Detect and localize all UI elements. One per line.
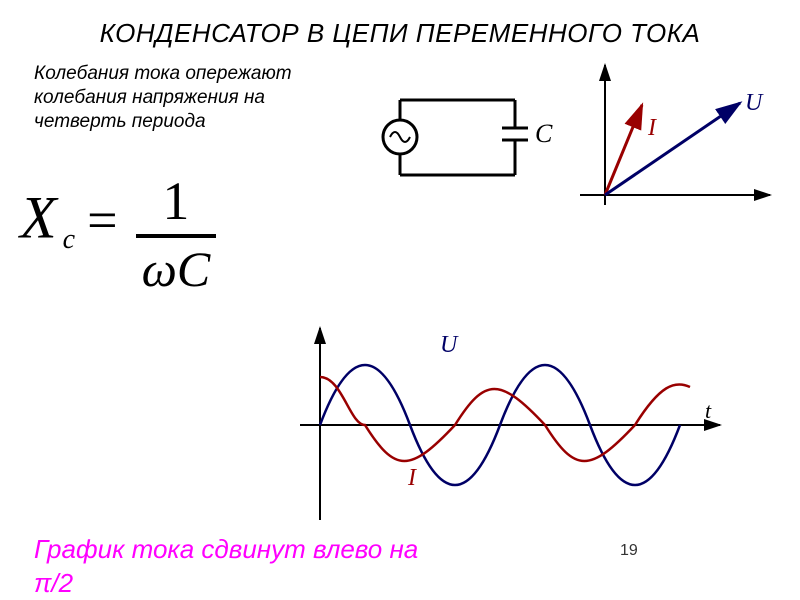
phasor-diagram: I U [570,55,780,225]
fraction: 1 ωC [136,170,217,298]
sine-u-label: U [440,332,459,358]
fraction-bar [136,234,217,238]
denominator: ωC [136,240,217,298]
bottom-text-2: π/2 [34,568,73,598]
page-number: 19 [620,542,638,560]
circuit-diagram: C [380,80,560,210]
title-text: КОНДЕНСАТОР В ЦЕПИ ПЕРЕМЕННОГО ТОКА [100,18,701,48]
equals-sign: = [87,190,117,250]
circuit-c-label: C [535,119,553,148]
sine-i-label: I [407,465,417,491]
numerator: 1 [136,170,217,232]
formula-sub-c: c [63,224,75,255]
bottom-note-line1: График тока сдвинут влево на [34,534,418,565]
bottom-text-1: График тока сдвинут влево на [34,534,418,564]
formula-x: X [20,185,57,251]
sine-chart: U I t [290,320,730,530]
slide-subtitle: Колебания тока опережают колебания напря… [34,62,354,133]
omega: ω [142,241,177,297]
bottom-note-line2: π/2 [34,568,73,599]
phasor-u-label: U [745,90,764,116]
phasor-i-label: I [647,115,657,141]
reactance-formula: Xc = 1 ωC [20,170,216,298]
cap-c: C [177,241,210,297]
subtitle-text: Колебания тока опережают колебания напря… [34,63,292,132]
slide-title: КОНДЕНСАТОР В ЦЕПИ ПЕРЕМЕННОГО ТОКА [0,18,800,49]
sine-t-label: t [705,398,712,423]
